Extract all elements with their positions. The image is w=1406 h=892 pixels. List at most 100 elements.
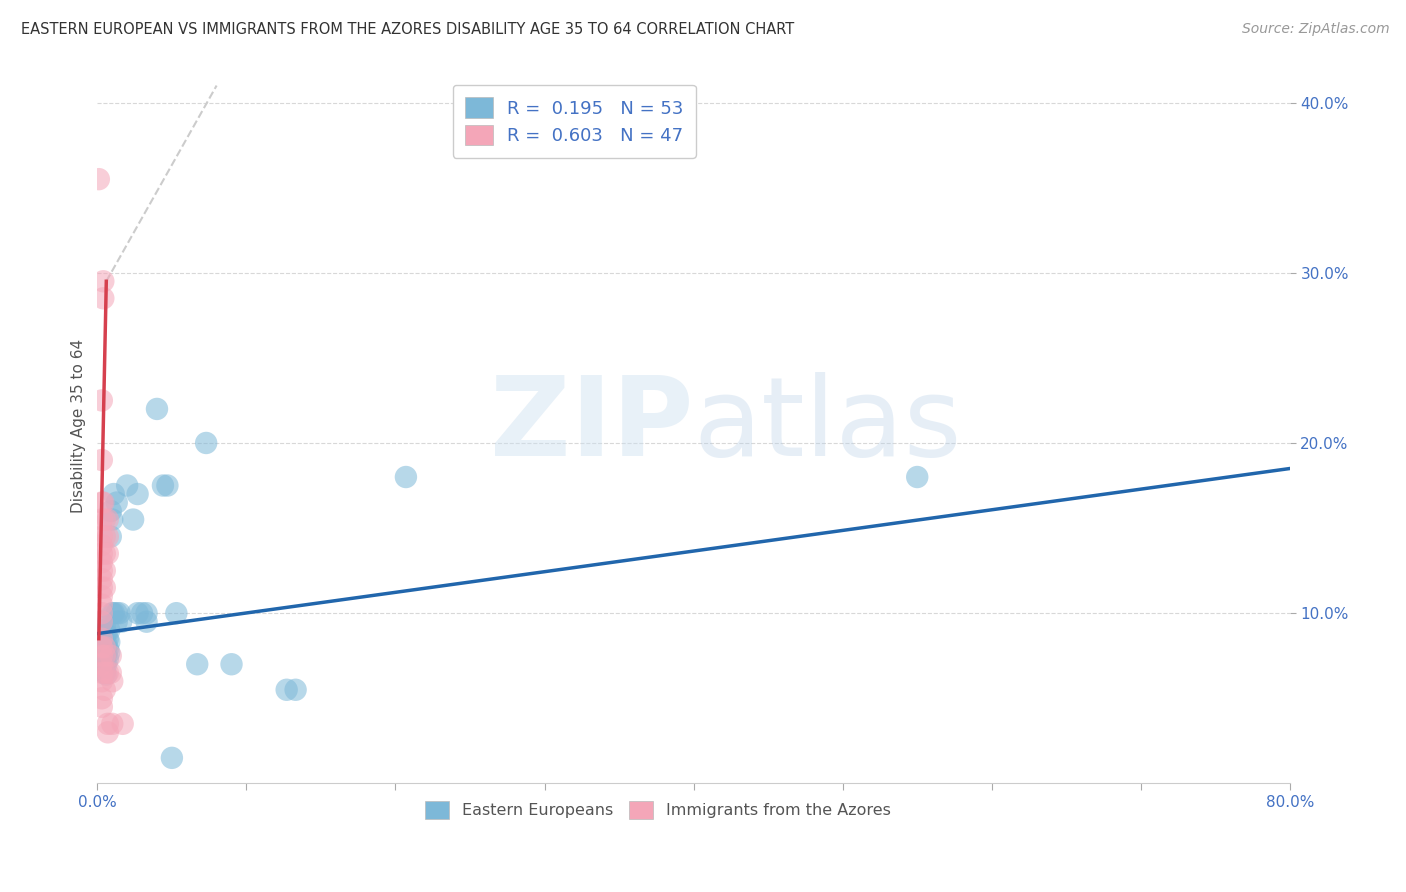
Point <box>96 657 118 672</box>
Point <box>160 751 183 765</box>
Point <box>195 436 218 450</box>
Point <box>97 512 120 526</box>
Point <box>152 478 174 492</box>
Point <box>90 632 112 646</box>
Point <box>97 665 120 680</box>
Point <box>94 648 117 663</box>
Point <box>90 632 112 646</box>
Point <box>90 657 112 672</box>
Point <box>122 512 145 526</box>
Point <box>91 637 114 651</box>
Point <box>89 615 111 629</box>
Legend: Eastern Europeans, Immigrants from the Azores: Eastern Europeans, Immigrants from the A… <box>419 794 897 825</box>
Point <box>103 606 125 620</box>
Point <box>156 478 179 492</box>
Point <box>90 547 112 561</box>
Point <box>103 487 125 501</box>
Point <box>101 716 124 731</box>
Point <box>101 512 124 526</box>
Point <box>135 615 157 629</box>
Point <box>94 657 117 672</box>
Point <box>90 512 112 526</box>
Y-axis label: Disability Age 35 to 64: Disability Age 35 to 64 <box>72 339 86 513</box>
Point <box>395 470 418 484</box>
Point <box>111 716 134 731</box>
Point <box>94 665 117 680</box>
Point <box>94 547 117 561</box>
Point <box>105 615 128 629</box>
Point <box>221 657 243 672</box>
Point <box>94 665 117 680</box>
Point <box>905 470 928 484</box>
Point <box>186 657 208 672</box>
Point <box>100 648 122 663</box>
Point <box>94 640 117 655</box>
Point <box>90 538 112 552</box>
Point <box>100 530 122 544</box>
Point <box>97 641 120 656</box>
Point <box>96 667 118 681</box>
Point <box>94 512 117 526</box>
Text: atlas: atlas <box>693 373 962 480</box>
Point <box>90 674 112 689</box>
Point <box>90 648 112 663</box>
Point <box>90 581 112 595</box>
Point <box>90 598 112 612</box>
Point <box>96 647 118 661</box>
Point <box>90 624 112 638</box>
Point <box>91 291 114 305</box>
Point <box>101 606 124 620</box>
Point <box>127 606 149 620</box>
Point <box>90 606 112 620</box>
Point <box>94 530 117 544</box>
Point <box>110 615 132 629</box>
Point <box>131 606 153 620</box>
Point <box>96 637 118 651</box>
Point <box>90 495 112 509</box>
Text: EASTERN EUROPEAN VS IMMIGRANTS FROM THE AZORES DISABILITY AGE 35 TO 64 CORRELATI: EASTERN EUROPEAN VS IMMIGRANTS FROM THE … <box>21 22 794 37</box>
Point <box>97 632 120 646</box>
Text: ZIP: ZIP <box>491 373 693 480</box>
Point <box>90 665 112 680</box>
Point <box>97 547 120 561</box>
Point <box>108 606 131 620</box>
Point <box>90 530 112 544</box>
Point <box>146 401 169 416</box>
Point <box>135 606 157 620</box>
Point <box>94 581 117 595</box>
Text: Source: ZipAtlas.com: Source: ZipAtlas.com <box>1241 22 1389 37</box>
Point <box>97 716 120 731</box>
Point <box>90 572 112 586</box>
Point <box>91 643 114 657</box>
Point <box>87 172 110 186</box>
Point <box>284 682 307 697</box>
Point <box>90 393 112 408</box>
Point <box>90 640 112 655</box>
Point <box>97 652 120 666</box>
Point <box>105 495 128 509</box>
Point <box>115 478 138 492</box>
Point <box>94 620 117 634</box>
Point <box>90 453 112 467</box>
Point <box>91 626 114 640</box>
Point <box>165 606 187 620</box>
Point <box>105 606 128 620</box>
Point <box>94 640 117 655</box>
Point <box>96 626 118 640</box>
Point <box>101 674 124 689</box>
Point <box>94 648 117 663</box>
Point <box>94 630 117 644</box>
Point <box>91 274 114 288</box>
Point <box>127 487 149 501</box>
Point <box>90 555 112 569</box>
Point <box>98 635 121 649</box>
Point <box>94 564 117 578</box>
Point <box>90 699 112 714</box>
Point <box>97 530 120 544</box>
Point <box>90 691 112 706</box>
Point <box>98 624 121 638</box>
Point <box>100 665 122 680</box>
Point <box>94 682 117 697</box>
Point <box>276 682 298 697</box>
Point <box>90 615 112 629</box>
